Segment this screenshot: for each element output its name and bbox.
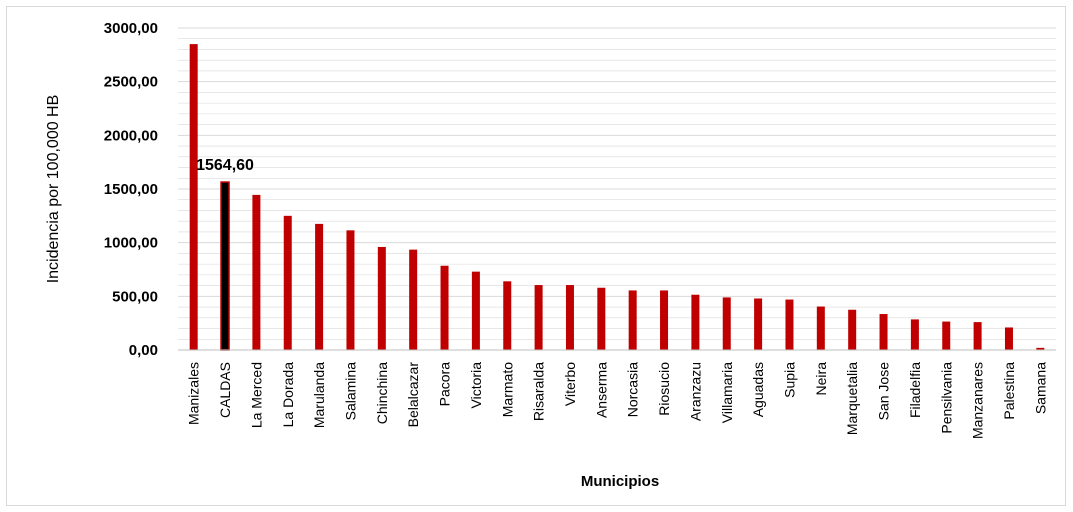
x-tick-label: La Merced <box>248 362 264 428</box>
x-tick-label: Pacora <box>437 362 453 407</box>
x-tick-label: Chinchina <box>374 362 390 424</box>
x-tick-label: Risaralda <box>531 362 547 421</box>
x-tick-label: Supia <box>781 362 797 398</box>
bar-salamina <box>346 230 355 350</box>
y-tick-label: 1000,00 <box>104 235 158 252</box>
bar-san-jose <box>879 314 888 350</box>
data-label: 1564,60 <box>196 157 254 174</box>
bar-marulanda <box>315 223 324 350</box>
bar-manzanares <box>973 322 982 350</box>
x-tick-label: Aguadas <box>750 362 766 417</box>
bar-risaralda <box>534 285 543 350</box>
bar-samana <box>1036 347 1045 350</box>
x-tick-label: Villamaria <box>719 362 735 423</box>
x-tick-label: Marmato <box>499 362 515 417</box>
x-tick-label: Pensilvania <box>938 362 954 434</box>
bar-viterbo <box>565 285 574 350</box>
bar-filadelfia <box>910 319 919 350</box>
bar-villamaria <box>722 297 731 350</box>
x-tick-label: Belalcazar <box>405 362 421 428</box>
labels: 0,00 500,00 1000,00 1500,00 2000,00 2500,00 30… <box>104 20 1049 439</box>
bar-marquetalia <box>848 309 857 350</box>
bar-victoria <box>471 271 480 350</box>
x-tick-label: San Jose <box>876 362 892 421</box>
bar-aguadas <box>754 298 763 350</box>
x-tick-label: Manzanares <box>970 362 986 439</box>
x-tick-label: Marulanda <box>311 362 327 428</box>
bars <box>189 44 1045 351</box>
bar-anserma <box>597 287 606 350</box>
gridlines <box>178 27 1056 351</box>
x-tick-label: Victoria <box>468 362 484 409</box>
x-tick-label: Samana <box>1032 362 1048 414</box>
x-tick-label: Salamina <box>342 362 358 421</box>
x-tick-label: Norcasia <box>625 362 641 417</box>
y-axis-title: Incidencia por 100,000 HB <box>45 95 62 284</box>
x-tick-label: Neira <box>813 362 829 396</box>
y-tick-label: 2000,00 <box>104 127 158 144</box>
bar-marmato <box>503 281 512 350</box>
x-axis-title: Municipios <box>581 473 659 490</box>
bar-supia <box>785 299 794 350</box>
x-tick-label: Marquetalia <box>844 362 860 435</box>
x-tick-label: CALDAS <box>217 362 233 418</box>
bar-riosucio <box>660 290 669 350</box>
x-tick-label: Anserma <box>593 362 609 418</box>
bar-chinchina <box>377 246 386 350</box>
x-tick-label: Filadelfia <box>907 362 923 418</box>
chart-frame <box>6 6 1066 506</box>
x-tick-label: Manizales <box>186 362 202 425</box>
bar-caldas <box>220 181 230 351</box>
x-tick-label: Palestina <box>1001 362 1017 420</box>
y-tick-label: 500,00 <box>112 288 158 305</box>
x-tick-label: La Dorada <box>280 362 296 428</box>
y-tick-label: 2500,00 <box>104 74 158 91</box>
bar-palestina <box>1004 327 1013 350</box>
bar-la-dorada <box>283 215 292 350</box>
bar-neira <box>816 306 825 350</box>
bar-la-merced <box>252 194 261 350</box>
bar-norcasia <box>628 290 637 350</box>
y-tick-label: 1500,00 <box>104 181 158 198</box>
bar-aranzazu <box>691 294 700 350</box>
x-tick-label: Riosucio <box>656 362 672 416</box>
bar-pacora <box>440 265 449 350</box>
bar-belalcazar <box>409 249 418 350</box>
bar-pensilvania <box>942 321 951 350</box>
x-tick-label: Aranzazu <box>687 362 703 421</box>
y-tick-label: 0,00 <box>129 342 158 359</box>
bar-manizales <box>189 44 198 350</box>
y-tick-label: 3000,00 <box>104 20 158 37</box>
x-tick-label: Viterbo <box>562 362 578 406</box>
